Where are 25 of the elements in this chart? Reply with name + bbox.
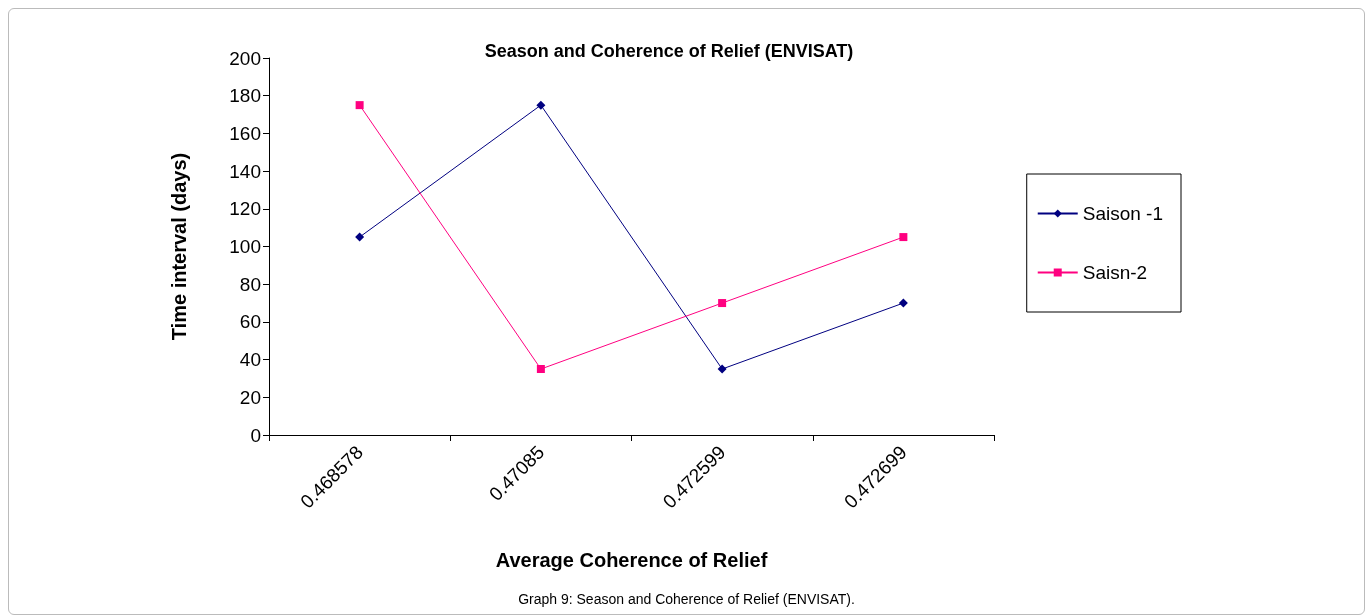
y-tick-label: 180 <box>229 85 261 107</box>
y-tick-label: 140 <box>229 160 261 182</box>
y-axis-title: Time interval (days) <box>168 152 190 341</box>
y-tick-label: 80 <box>239 273 261 295</box>
point <box>355 232 365 242</box>
point <box>536 365 545 374</box>
point <box>355 101 364 110</box>
y-tick-label: 100 <box>229 236 261 257</box>
point <box>718 299 727 308</box>
y-tick-label: 60 <box>239 311 261 333</box>
y-tick-label: 40 <box>239 349 261 371</box>
y-tick-label: 160 <box>229 122 261 144</box>
y-tick-label: 200 <box>229 47 261 69</box>
point <box>717 364 727 374</box>
chart-title: Season and Coherence of Relief (ENVISAT) <box>484 41 854 61</box>
point <box>898 298 908 308</box>
caption: Graph 9: Season and Coherence of Relief (ENVISAT). <box>518 591 855 607</box>
x-axis-title: Average Coherence of Relief <box>495 549 768 571</box>
legend-label: Saisn-2 <box>1082 262 1148 283</box>
point <box>536 100 546 110</box>
y-tick-label: 0 <box>250 424 261 446</box>
y-tick-label: 120 <box>229 198 261 220</box>
legend-label: Saison -1 <box>1082 203 1164 224</box>
y-tick-label: 20 <box>239 386 261 408</box>
point <box>899 233 908 242</box>
